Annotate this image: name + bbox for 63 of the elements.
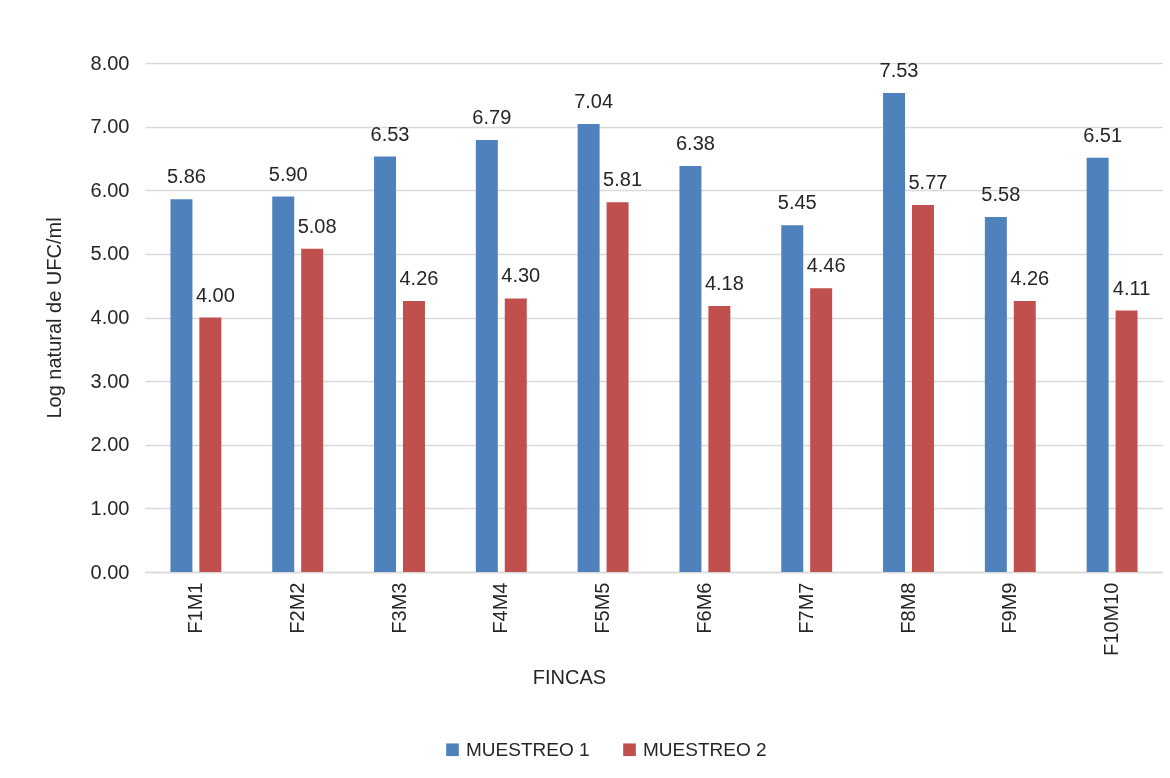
- data-label: 4.30: [501, 264, 541, 287]
- bar: [1115, 310, 1138, 572]
- bar: [708, 306, 731, 572]
- data-label: 6.51: [1083, 123, 1123, 146]
- data-label: 5.45: [777, 191, 817, 214]
- x-tick-label: F2M2: [285, 582, 308, 634]
- y-axis-title: Log natural de UFC/ml: [42, 217, 65, 419]
- data-label: 5.86: [166, 165, 206, 188]
- bar: [577, 124, 600, 572]
- y-tick-label: 7.00: [90, 115, 130, 138]
- x-tick-label: F9M9: [998, 582, 1021, 634]
- data-label: 4.11: [1112, 276, 1151, 299]
- bar: [911, 204, 934, 572]
- x-axis-title: FINCAS: [532, 665, 607, 688]
- y-tick-label: 6.00: [90, 178, 130, 201]
- bar: [1013, 300, 1036, 572]
- x-tick-label: F3M3: [387, 582, 410, 634]
- data-label: 4.26: [399, 266, 439, 289]
- y-tick-label: 4.00: [90, 306, 130, 328]
- y-tick-label: 0.00: [90, 560, 130, 583]
- data-label: 5.81: [603, 168, 643, 191]
- data-label: 6.38: [675, 132, 715, 155]
- x-tick-label: F1M1: [183, 582, 206, 634]
- x-tick-label: F4M4: [489, 582, 512, 634]
- data-label: 4.26: [1010, 266, 1050, 289]
- data-label: 5.77: [908, 170, 948, 193]
- bar: [170, 199, 193, 572]
- legend-label: MUESTREO 2: [643, 738, 767, 760]
- data-label: 5.08: [297, 214, 337, 237]
- x-tick-label: F8M8: [896, 582, 919, 634]
- x-tick-label: F6M6: [692, 582, 715, 634]
- legend-label: MUESTREO 1: [466, 738, 590, 760]
- data-label: 6.79: [472, 105, 512, 128]
- data-label: 4.46: [806, 254, 846, 277]
- data-label: 5.58: [981, 182, 1021, 205]
- data-label: 4.18: [704, 272, 744, 295]
- y-tick-label: 1.00: [90, 496, 130, 519]
- y-tick-label: 8.00: [90, 51, 130, 74]
- bar: [606, 202, 629, 572]
- bar: [374, 156, 397, 572]
- bar: [1086, 157, 1109, 572]
- x-tick-label: F7M7: [794, 582, 817, 634]
- bar: [301, 248, 324, 572]
- bar: [883, 92, 906, 572]
- data-label: 4.00: [195, 283, 235, 306]
- bar: [679, 166, 702, 572]
- data-label: 7.04: [574, 90, 614, 113]
- bar: [810, 288, 833, 572]
- data-label: 7.53: [879, 58, 919, 81]
- y-tick-label: 3.00: [90, 369, 130, 392]
- bar: [272, 196, 295, 572]
- bar: [475, 139, 498, 572]
- bar: [781, 225, 804, 572]
- bar: [199, 317, 222, 572]
- bar: [504, 298, 527, 572]
- data-label: 6.53: [370, 122, 410, 145]
- bar: [402, 300, 425, 572]
- data-label: 5.90: [268, 162, 308, 185]
- y-tick-label: 2.00: [90, 433, 130, 456]
- bar: [984, 216, 1007, 572]
- x-tick-label: F5M5: [591, 582, 614, 634]
- y-tick-label: 5.00: [90, 242, 130, 265]
- x-tick-label: F10M10: [1100, 582, 1123, 656]
